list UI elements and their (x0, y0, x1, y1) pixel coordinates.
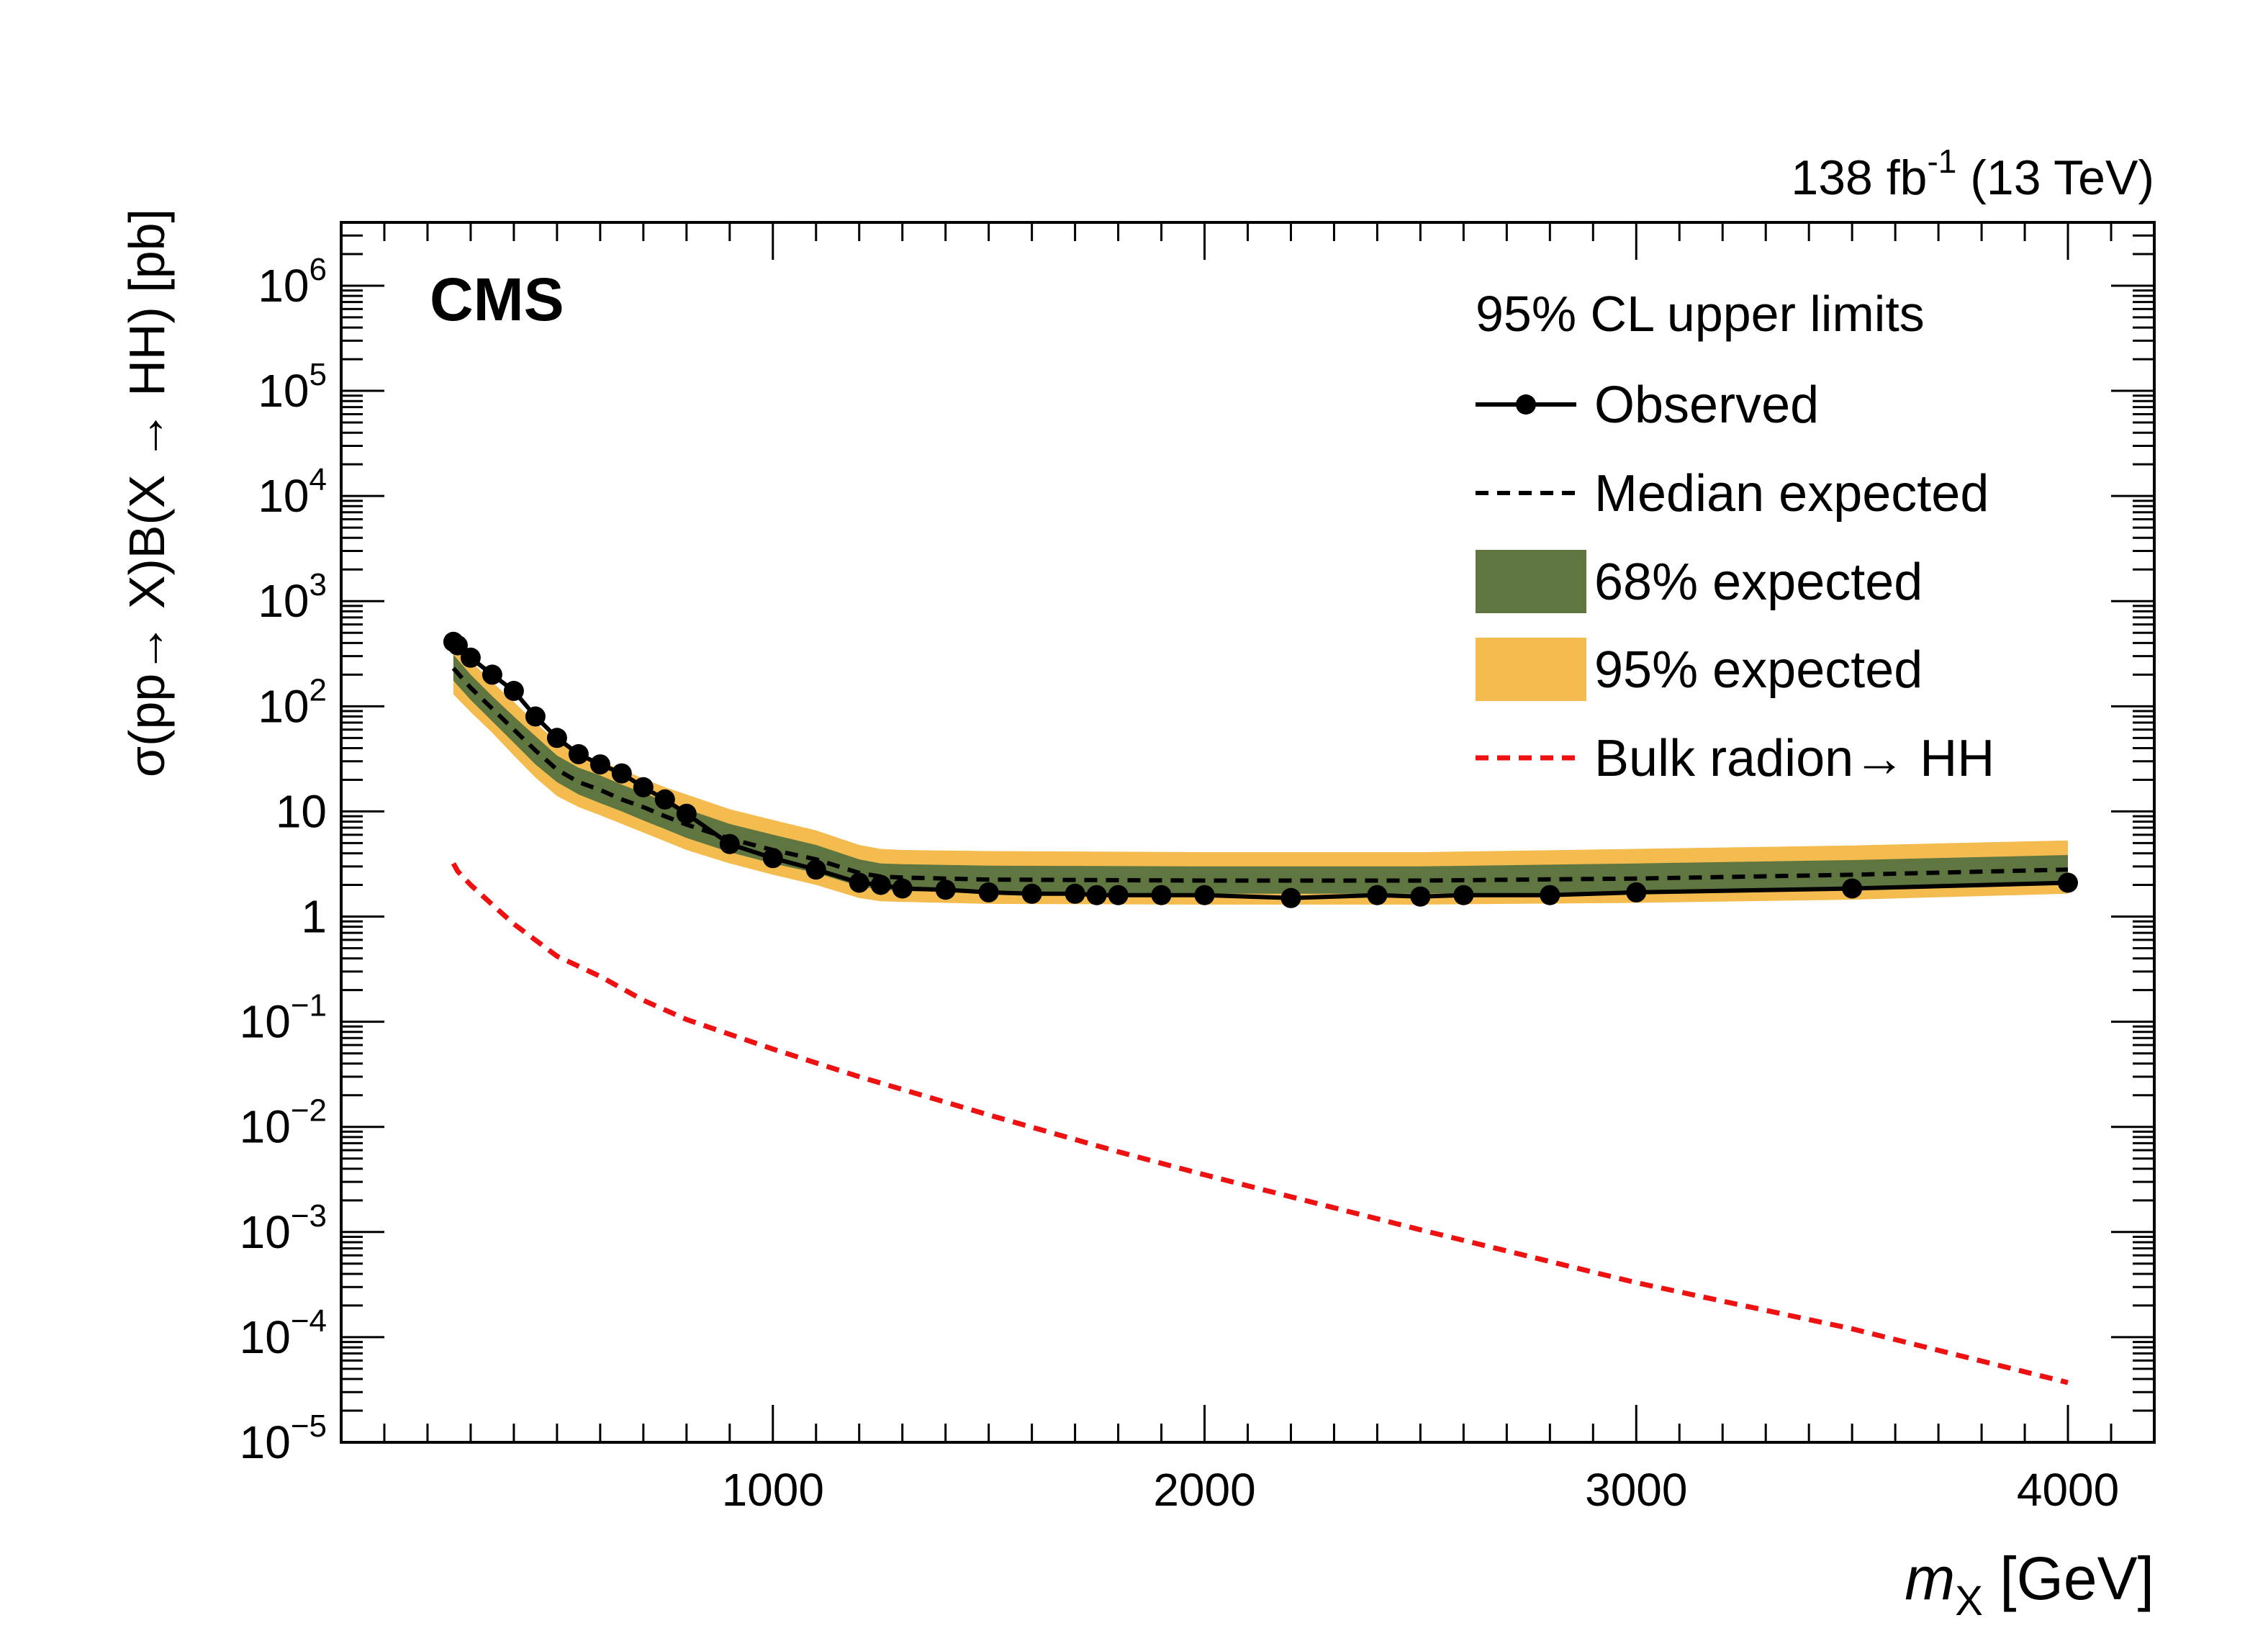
y-axis-title: σ(pp→ X)B(X → HH) [pb] (119, 209, 175, 777)
y-tick-base: 10 (276, 785, 327, 837)
axes: 1000 2000 3000 400010−510−410−310−210−11101… (240, 221, 2156, 1516)
y-tick-label: 10−4 (240, 1303, 327, 1363)
observed-point (2058, 872, 2078, 893)
y-tick-exponent: 3 (310, 567, 327, 602)
x-tick-label: 3000 (1585, 1464, 1687, 1516)
y-tick-label: 10−2 (240, 1093, 327, 1153)
legend-label: Observed (1594, 376, 1819, 434)
observed-point (654, 789, 675, 810)
y-tick-base: 10 (258, 470, 309, 522)
observed-point (1842, 878, 1863, 899)
legend-68-swatch (1476, 550, 1586, 613)
y-tick-base: 10 (258, 365, 309, 417)
experiment-label: CMS (430, 266, 564, 333)
limit-curves (443, 631, 2078, 1385)
y-tick-label: 105 (258, 357, 327, 417)
observed-point (762, 848, 783, 869)
x-tick-label: 4000 (2017, 1464, 2119, 1516)
y-tick-base: 1 (301, 891, 327, 943)
y-tick-base: 10 (258, 260, 309, 312)
y-tick-base: 10 (240, 1101, 291, 1153)
y-tick-exponent: −5 (291, 1408, 327, 1444)
observed-point (805, 859, 826, 880)
observed-point (892, 878, 913, 899)
y-tick-exponent: −1 (291, 988, 327, 1023)
lumi-value: 138 fb (1791, 150, 1927, 205)
legend: 95% CL upper limits Observed Median expect… (1476, 286, 1994, 787)
observed-point (849, 872, 869, 893)
y-tick-base: 10 (240, 1206, 291, 1258)
y-tick-exponent: −4 (291, 1303, 327, 1339)
legend-label: Bulk radion→ HH (1594, 730, 1994, 787)
x-tick-label: 1000 (722, 1464, 824, 1516)
expected-bands (453, 641, 2069, 905)
y-tick-exponent: 4 (310, 462, 327, 497)
y-tick-label: 104 (258, 462, 327, 522)
observed-point (546, 728, 567, 749)
y-tick-exponent: 2 (310, 672, 327, 707)
legend-label: 68% expected (1594, 553, 1923, 611)
y-tick-label: 102 (258, 672, 327, 732)
observed-point (1065, 883, 1085, 904)
observed-point (525, 706, 546, 727)
theory-bulk-radion-line (451, 862, 2069, 1385)
observed-point (460, 647, 481, 668)
observed-point (1410, 886, 1431, 907)
observed-point (1280, 887, 1301, 908)
x-axis-unit: [GeV] (1983, 1545, 2154, 1612)
y-tick-base: 10 (240, 1416, 291, 1468)
y-tick-exponent: −2 (291, 1093, 327, 1129)
y-tick-exponent: −3 (291, 1198, 327, 1234)
observed-point (611, 763, 632, 784)
y-tick-exponent: 6 (310, 252, 327, 287)
observed-point (447, 635, 468, 656)
observed-point (1108, 885, 1129, 905)
x-axis-variable: m (1905, 1545, 1955, 1612)
observed-point (633, 777, 654, 797)
y-tick-label: 10−1 (240, 988, 327, 1048)
legend-label: Median expected (1594, 465, 1989, 523)
observed-point (503, 681, 524, 701)
observed-point (870, 874, 891, 895)
band-68-expected (453, 654, 2069, 894)
observed-point (1540, 885, 1560, 905)
observed-point (482, 664, 502, 685)
legend-observed-marker (1516, 394, 1536, 415)
observed-point (1453, 885, 1474, 905)
y-tick-base: 10 (258, 680, 309, 732)
observed-point (568, 743, 589, 764)
x-axis-title: mX [GeV] (1905, 1545, 2154, 1624)
observed-point (1086, 885, 1107, 905)
legend-label: 95% expected (1594, 641, 1923, 699)
x-axis-subscript: X (1955, 1578, 1983, 1624)
y-tick-label: 10−3 (240, 1198, 327, 1258)
y-tick-label: 1 (301, 891, 327, 943)
observed-point (719, 833, 740, 854)
y-tick-base: 10 (240, 1311, 291, 1363)
y-tick-label: 10−5 (240, 1408, 327, 1468)
observed-point (1194, 885, 1215, 905)
observed-point (935, 879, 956, 900)
y-tick-base: 10 (258, 575, 309, 627)
y-tick-label: 103 (258, 567, 327, 627)
observed-point (1626, 882, 1647, 903)
observed-point (1021, 883, 1042, 904)
lumi-energy: (13 TeV) (1956, 150, 2154, 205)
observed-point (1151, 885, 1172, 905)
observed-point (978, 882, 999, 903)
plot-frame (340, 221, 2156, 1444)
y-tick-label: 10 (276, 785, 327, 837)
legend-title: 95% CL upper limits (1476, 286, 1925, 342)
observed-point (589, 754, 610, 775)
x-tick-label: 2000 (1153, 1464, 1255, 1516)
observed-point (676, 803, 697, 824)
lumi-label: 138 fb-1 (13 TeV) (1791, 143, 2154, 205)
y-tick-label: 106 (258, 252, 327, 312)
lumi-exponent: -1 (1927, 143, 1956, 180)
legend-95-swatch (1476, 638, 1586, 701)
y-tick-exponent: 5 (310, 357, 327, 392)
y-tick-base: 10 (240, 996, 291, 1048)
observed-point (1367, 885, 1388, 905)
